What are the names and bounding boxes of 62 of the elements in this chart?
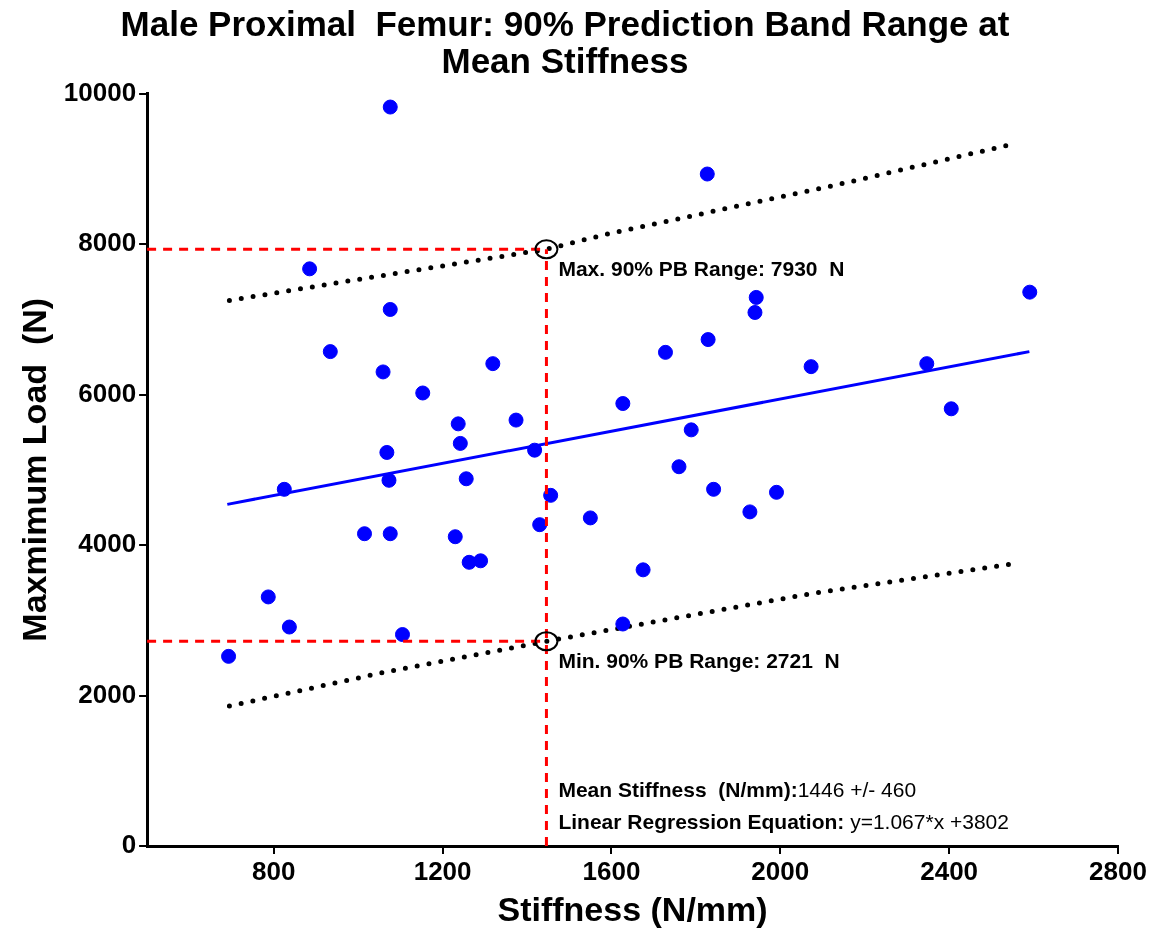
point	[322, 344, 338, 360]
point	[657, 344, 673, 360]
annotation: Min. 90% PB Range: 2721 N	[558, 648, 840, 672]
point	[450, 416, 466, 432]
point	[543, 487, 559, 503]
point	[532, 517, 548, 533]
x-tick-label: 1600	[582, 855, 641, 886]
annotation: Mean Stiffness (N/mm):1446 +/- 460	[558, 778, 917, 802]
point	[747, 304, 763, 320]
x-axis-title: Stiffness (N/mm)	[497, 889, 768, 928]
y-axis-title: Maxmimum Load (N)	[14, 297, 53, 642]
point	[381, 472, 397, 488]
point	[943, 401, 959, 417]
point	[382, 301, 398, 317]
point	[485, 356, 501, 372]
point	[447, 529, 463, 545]
point	[683, 422, 699, 438]
point	[769, 484, 784, 500]
point	[379, 444, 395, 460]
point	[382, 526, 398, 542]
x-tick-label: 2000	[751, 855, 810, 886]
x-tick-label: 1200	[413, 855, 472, 886]
point	[452, 435, 468, 451]
point	[1022, 284, 1038, 300]
point	[382, 99, 398, 115]
y-tick-label: 0	[121, 829, 137, 860]
point	[700, 332, 716, 348]
point	[508, 412, 524, 428]
point	[473, 553, 489, 569]
y-tick-label: 2000	[78, 678, 137, 709]
point	[706, 481, 722, 497]
point	[615, 396, 631, 412]
point	[394, 627, 410, 643]
x-tick-label: 2800	[1089, 855, 1147, 886]
y-tick-label: 4000	[78, 528, 137, 559]
point	[534, 631, 559, 652]
point	[415, 385, 431, 401]
point	[615, 616, 631, 632]
point	[742, 504, 758, 520]
point	[260, 589, 276, 605]
point	[803, 359, 819, 375]
point	[375, 364, 391, 380]
point	[527, 442, 543, 458]
point	[534, 239, 559, 260]
point	[281, 619, 297, 635]
point	[221, 648, 237, 664]
point	[699, 166, 715, 182]
point	[458, 471, 474, 487]
y-tick-label: 8000	[78, 227, 137, 258]
y-tick-label: 6000	[78, 377, 137, 408]
point	[748, 289, 764, 305]
x-tick-label: 800	[252, 855, 296, 886]
point	[671, 459, 687, 475]
annotation: Linear Regression Equation: y=1.067*x +3802	[558, 810, 1009, 834]
point	[357, 526, 372, 542]
point	[276, 481, 292, 497]
point	[582, 510, 598, 526]
point	[919, 356, 935, 372]
point	[635, 562, 651, 578]
point	[302, 261, 318, 277]
x-tick-label: 2400	[920, 855, 979, 886]
annotation: Max. 90% PB Range: 7930 N	[558, 256, 845, 280]
